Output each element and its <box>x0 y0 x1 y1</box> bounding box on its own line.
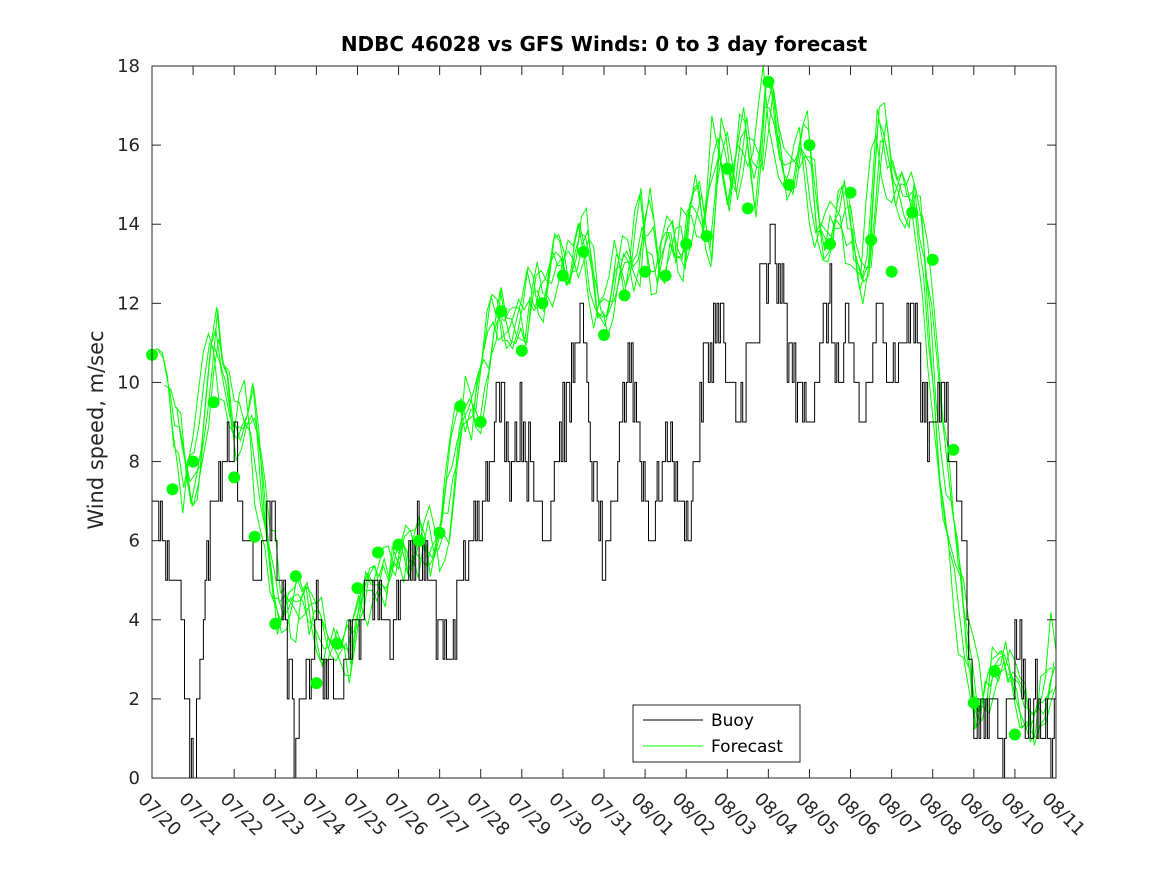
x-tick-label-07-21: 07/21 <box>175 789 227 841</box>
x-tick-label-08-01: 08/01 <box>627 789 679 841</box>
y-tick-label-14: 14 <box>117 214 140 235</box>
legend-forecast-label: Forecast <box>711 737 783 757</box>
x-tick-label-07-25: 07/25 <box>339 789 391 841</box>
y-tick-label-4: 4 <box>129 610 140 631</box>
x-tick-label-08-02: 08/02 <box>668 789 720 841</box>
forecast-dot-38 <box>906 206 919 219</box>
forecast-dot-23 <box>598 329 610 341</box>
y-tick-label-18: 18 <box>117 56 140 77</box>
legend: Buoy Forecast <box>632 704 801 763</box>
forecast-dot-32 <box>782 178 795 191</box>
forecast-dot-34 <box>824 238 836 250</box>
y-tick-label-16: 16 <box>117 135 140 156</box>
forecast-dot-12 <box>372 546 384 559</box>
forecast-dot-15 <box>433 526 446 539</box>
forecast-dot-43 <box>1008 728 1021 741</box>
forecast-dot-30 <box>741 202 754 215</box>
forecast-dot-21 <box>556 269 569 282</box>
y-tick-label-2: 2 <box>129 689 140 710</box>
x-tick-label-07-29: 07/29 <box>503 789 555 841</box>
x-tick-label-07-23: 07/23 <box>257 789 309 841</box>
forecast-dot-19 <box>515 344 528 357</box>
forecast-dot-28 <box>700 230 713 243</box>
y-tick-label-12: 12 <box>117 293 140 314</box>
forecast-dot-7 <box>269 617 282 630</box>
forecast-dot-41 <box>967 696 980 709</box>
forecast-dot-6 <box>248 530 261 543</box>
x-tick-label-07-31: 07/31 <box>585 789 637 841</box>
x-tick-label-08-10: 08/10 <box>996 789 1048 841</box>
forecast-dot-3 <box>187 455 200 468</box>
forecast-dot-11 <box>351 582 364 595</box>
forecast-dot-16 <box>454 400 467 413</box>
forecast-dot-2 <box>166 483 179 496</box>
forecast-dot-13 <box>392 538 405 551</box>
forecast-dot-17 <box>474 416 487 428</box>
x-tick-label-08-11: 08/11 <box>1037 789 1089 841</box>
x-tick-label-07-22: 07/22 <box>216 789 268 841</box>
forecast-dot-42 <box>988 665 1001 678</box>
forecast-dot-29 <box>721 162 734 175</box>
x-tick-label-07-27: 07/27 <box>421 789 473 841</box>
forecast-dot-36 <box>865 234 878 246</box>
forecast-dot-25 <box>639 265 652 278</box>
x-tick-label-07-26: 07/26 <box>380 789 432 841</box>
y-tick-label-8: 8 <box>129 452 140 473</box>
forecast-dot-18 <box>495 305 508 318</box>
forecast-line-4 <box>170 80 1055 722</box>
legend-buoy-label: Buoy <box>711 711 754 731</box>
buoy-line <box>152 223 1057 779</box>
forecast-dot-9 <box>310 677 323 690</box>
forecast-dot-20 <box>536 297 549 310</box>
x-tick-label-07-30: 07/30 <box>544 789 596 841</box>
forecast-dot-33 <box>803 139 816 152</box>
y-tick-label-6: 6 <box>129 531 140 552</box>
forecast-line-2 <box>157 106 1053 731</box>
forecast-dot-14 <box>413 534 426 547</box>
forecast-line-1 <box>151 65 1057 743</box>
x-tick-label-08-09: 08/09 <box>955 789 1007 841</box>
forecast-dot-35 <box>844 186 857 199</box>
chart-title: NDBC 46028 vs GFS Winds: 0 to 3 day fore… <box>341 32 868 56</box>
x-tick-label-07-28: 07/28 <box>462 789 514 841</box>
y-tick-label-0: 0 <box>129 768 140 789</box>
forecast-dot-5 <box>228 471 241 484</box>
forecast-dot-27 <box>680 238 693 250</box>
forecast-line-6 <box>182 88 1057 739</box>
forecast-dot-39 <box>926 253 939 266</box>
x-tick-label-08-05: 08/05 <box>791 789 843 841</box>
x-tick-label-08-08: 08/08 <box>914 789 966 841</box>
x-tick-label-08-03: 08/03 <box>709 789 761 841</box>
forecast-dot-40 <box>947 443 960 456</box>
x-tick-label-07-24: 07/24 <box>298 789 350 841</box>
forecast-line-3 <box>164 80 1054 730</box>
x-tick-label-08-06: 08/06 <box>832 789 884 841</box>
forecast-dot-24 <box>618 289 631 302</box>
x-tick-label-07-20: 07/20 <box>133 789 185 841</box>
plot-area <box>146 65 1057 779</box>
forecast-dot-37 <box>885 265 898 278</box>
forecast-line-5 <box>176 84 1056 746</box>
y-tick-label-10: 10 <box>117 372 140 393</box>
forecast-dot-26 <box>659 269 672 282</box>
forecast-dot-4 <box>207 396 220 409</box>
forecast-dot-31 <box>762 75 775 88</box>
forecast-dot-22 <box>577 245 590 258</box>
forecast-dot-8 <box>289 570 302 583</box>
y-axis-label: Wind speed, m/sec <box>84 330 108 529</box>
x-tick-label-08-07: 08/07 <box>873 789 925 841</box>
legend-box <box>632 704 801 763</box>
x-tick-label-08-04: 08/04 <box>750 789 802 841</box>
forecast-dot-10 <box>330 637 343 650</box>
axis-ticks: 0 2 4 6 8 10 12 14 16 18 07/2007/2107/2207/2307/24… <box>117 56 1089 840</box>
